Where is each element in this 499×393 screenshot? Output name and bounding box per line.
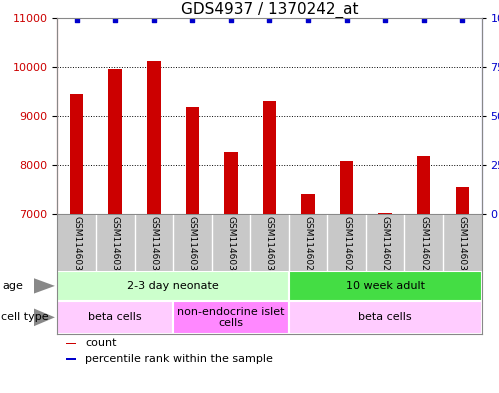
Bar: [57, 271, 289, 301]
Bar: [186, 107, 199, 214]
Bar: [173, 301, 289, 334]
Bar: [66, 358, 76, 360]
Bar: [301, 193, 315, 214]
Text: 2-3 day neonate: 2-3 day neonate: [127, 281, 219, 291]
Text: age: age: [2, 281, 23, 291]
Text: GSM1146028: GSM1146028: [381, 216, 390, 276]
Text: GSM1146035: GSM1146035: [227, 216, 236, 277]
Bar: [70, 94, 83, 214]
Text: percentile rank within the sample: percentile rank within the sample: [85, 354, 273, 364]
Text: GSM1146027: GSM1146027: [342, 216, 351, 276]
Text: count: count: [85, 338, 116, 349]
Text: GSM1146033: GSM1146033: [149, 216, 158, 277]
Bar: [340, 161, 353, 214]
Bar: [66, 343, 76, 344]
Text: beta cells: beta cells: [88, 312, 142, 322]
Text: GSM1146030: GSM1146030: [458, 216, 467, 277]
Bar: [417, 156, 431, 214]
Bar: [378, 213, 392, 214]
Point: [381, 17, 389, 23]
Bar: [456, 187, 469, 214]
Bar: [57, 301, 173, 334]
Text: cell type: cell type: [1, 312, 48, 322]
Bar: [289, 301, 482, 334]
Bar: [224, 152, 238, 214]
Point: [227, 17, 235, 23]
Bar: [147, 61, 161, 214]
Point: [188, 17, 196, 23]
Bar: [289, 271, 482, 301]
Title: GDS4937 / 1370242_at: GDS4937 / 1370242_at: [181, 2, 358, 18]
Text: GSM1146034: GSM1146034: [188, 216, 197, 276]
Text: GSM1146036: GSM1146036: [265, 216, 274, 277]
Point: [73, 17, 81, 23]
Text: 10 week adult: 10 week adult: [346, 281, 425, 291]
Point: [420, 17, 428, 23]
Point: [265, 17, 273, 23]
Point: [304, 17, 312, 23]
Bar: [108, 69, 122, 214]
Polygon shape: [34, 278, 55, 294]
Point: [150, 17, 158, 23]
Bar: [262, 101, 276, 214]
Text: beta cells: beta cells: [358, 312, 412, 322]
Text: GSM1146032: GSM1146032: [111, 216, 120, 276]
Text: GSM1146026: GSM1146026: [303, 216, 312, 276]
Point: [343, 17, 351, 23]
Polygon shape: [34, 309, 55, 326]
Point: [111, 17, 119, 23]
Text: GSM1146031: GSM1146031: [72, 216, 81, 277]
Text: GSM1146029: GSM1146029: [419, 216, 428, 276]
Text: non-endocrine islet
cells: non-endocrine islet cells: [177, 307, 284, 328]
Point: [458, 17, 466, 23]
